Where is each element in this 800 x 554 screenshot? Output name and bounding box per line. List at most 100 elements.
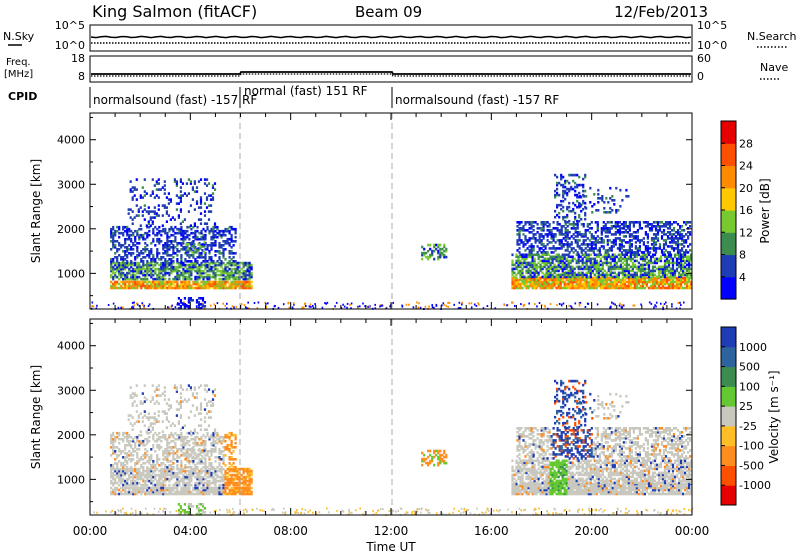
power-cell-1454 xyxy=(195,251,198,254)
power-cell-938 xyxy=(164,260,167,263)
power-cell-344 xyxy=(134,261,137,265)
power-cell-2264 xyxy=(561,253,564,257)
power-cell-215 xyxy=(230,280,233,284)
power-cell-564 xyxy=(202,269,205,273)
power-cell-3120 xyxy=(594,243,597,246)
velocity-cell-712 xyxy=(248,479,251,483)
power-cell-1585 xyxy=(521,280,524,284)
power-cell-2305 xyxy=(571,271,574,275)
power-cell-226 xyxy=(236,280,239,284)
power-cell-3324 xyxy=(644,231,647,234)
power-cell-2467 xyxy=(611,275,614,279)
power-cell-2424 xyxy=(599,257,602,261)
power-cell-1879 xyxy=(627,282,630,286)
velocity-cell-510 xyxy=(186,475,189,479)
power-cell-187 xyxy=(216,286,219,290)
power-cell-1891 xyxy=(631,280,634,284)
power-cell-1260 xyxy=(133,186,136,189)
power-cell-3290 xyxy=(634,237,637,240)
power-cell-859 xyxy=(142,260,145,263)
power-cell-18 xyxy=(122,286,125,290)
velocity-cell-369 xyxy=(142,471,145,475)
velocity-cell-218 xyxy=(232,488,235,492)
power-cell-501 xyxy=(184,277,187,281)
velocity-cell-519 xyxy=(188,471,191,475)
power-cell-2117 xyxy=(529,271,532,275)
power-cell-617 xyxy=(220,269,223,273)
power-cell-1830 xyxy=(609,284,612,288)
power-near-cell-158 xyxy=(131,301,134,304)
power-cell-886 xyxy=(148,229,151,233)
power-cell-306 xyxy=(124,267,127,271)
power-colorbar-swatch-0 xyxy=(721,276,736,300)
power-cell-1224 xyxy=(230,240,233,243)
power-cell-2663 xyxy=(657,265,661,269)
velocity-cell-824 xyxy=(132,454,135,457)
velocity-cell-367 xyxy=(142,477,145,481)
power-cell-2509 xyxy=(621,271,624,275)
power-cell-2095 xyxy=(523,259,526,263)
power-cell-3044 xyxy=(574,229,577,232)
power-cell-539 xyxy=(196,277,199,281)
power-cell-2297 xyxy=(569,269,572,273)
power-cell-1966 xyxy=(661,286,665,290)
power-cell-3559 xyxy=(564,181,567,185)
power-cell-2340 xyxy=(581,273,584,277)
power-cell-2029 xyxy=(686,286,689,290)
power-cell-584 xyxy=(208,263,211,267)
power-cell-2237 xyxy=(557,273,560,277)
power-cell-2329 xyxy=(577,259,580,263)
power-cell-2908 xyxy=(540,227,543,230)
power-cell-3301 xyxy=(636,229,639,232)
power-cell-2021 xyxy=(682,280,685,284)
power-cell-2333 xyxy=(579,273,582,277)
power-cell-32 xyxy=(130,286,133,290)
power-cell-1847 xyxy=(615,284,618,288)
power-cell-2106 xyxy=(525,253,528,257)
velocity-cell-335 xyxy=(132,473,135,477)
velocity-cell-388 xyxy=(148,473,151,477)
velocity-cell-444 xyxy=(164,469,167,473)
power-cell-3436 xyxy=(670,237,674,240)
power-cell-1125 xyxy=(206,244,209,247)
velocity-cell-810 xyxy=(128,441,131,445)
power-cell-3297 xyxy=(636,239,639,242)
velocity-cell-91 xyxy=(162,492,165,496)
power-cell-663 xyxy=(234,275,237,279)
power-cell-2255 xyxy=(561,271,564,275)
power-cell-2245 xyxy=(557,253,560,257)
power-cell-2212 xyxy=(551,269,554,273)
power-cell-1852 xyxy=(617,286,620,290)
power-cell-1949 xyxy=(653,280,657,284)
power-cell-234 xyxy=(240,280,243,284)
power-near-cell-228 xyxy=(248,307,250,310)
power-cell-1709 xyxy=(567,284,570,288)
velocity-cell-204 xyxy=(224,490,227,494)
velocity-cell-424 xyxy=(160,477,163,481)
power-cell-3572 xyxy=(568,201,571,205)
power-cell-3309 xyxy=(638,225,641,228)
power-cell-2902 xyxy=(540,243,543,246)
velocity-cell-856 xyxy=(140,441,143,445)
power-cell-437 xyxy=(162,261,165,265)
power-cell-1348 xyxy=(173,178,176,181)
power-cell-736 xyxy=(112,246,115,249)
power-cell-575 xyxy=(206,269,209,273)
power-cell-2108 xyxy=(527,271,530,275)
power-cell-1748 xyxy=(579,276,582,280)
power-cell-567 xyxy=(204,271,207,275)
power-cell-464 xyxy=(172,269,175,273)
power-cell-3418 xyxy=(666,231,670,234)
velocity-cell-274 xyxy=(116,481,119,485)
power-cell-3437 xyxy=(670,235,674,238)
cpid-segment-2: normal (fast) 151 RF xyxy=(244,84,368,98)
power-cell-1480 xyxy=(185,305,188,308)
power-cell-3652 xyxy=(597,188,600,192)
power-cell-1656 xyxy=(547,284,550,288)
power-cell-2812 xyxy=(516,229,519,232)
power-cell-3062 xyxy=(578,233,581,236)
power-cell-3013 xyxy=(566,233,569,236)
power-cell-2649 xyxy=(653,261,657,265)
power-cell-702 xyxy=(244,261,247,265)
power-cell-3510 xyxy=(689,233,692,236)
